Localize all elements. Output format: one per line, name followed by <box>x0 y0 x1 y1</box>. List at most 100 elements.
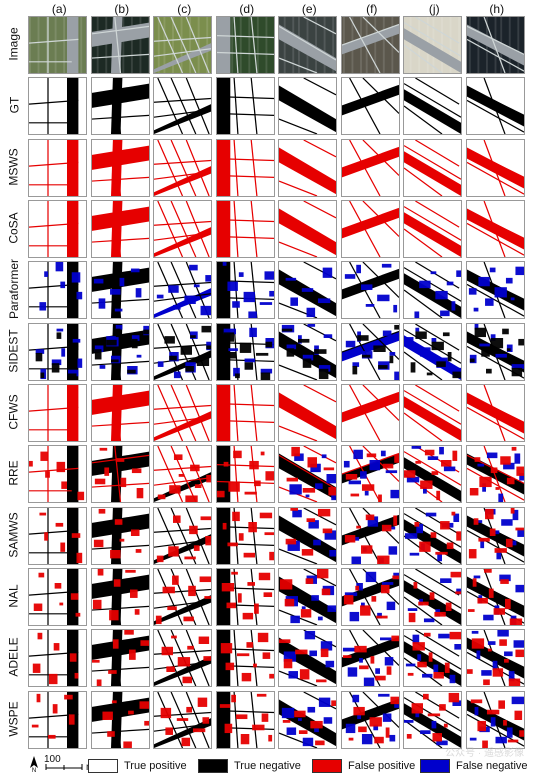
result-tile <box>28 77 87 136</box>
tile-graphic <box>279 568 336 625</box>
row-label: Paraformer <box>7 259 21 320</box>
tile-graphic <box>216 384 274 441</box>
tile-graphic <box>216 262 274 319</box>
result-tile <box>340 199 400 258</box>
tile-graphic <box>29 691 86 748</box>
result-tile <box>28 383 87 442</box>
result-tile <box>278 16 337 74</box>
tile-graphic <box>341 507 399 564</box>
tile-graphic <box>341 446 399 503</box>
tile-graphic <box>91 17 149 73</box>
result-tile <box>90 199 150 258</box>
column-label: (d) <box>239 2 255 16</box>
tile-graphic <box>91 568 149 625</box>
result-tile <box>278 445 337 504</box>
tile-graphic <box>91 630 149 687</box>
result-tile <box>153 629 212 688</box>
results-grid <box>28 16 528 752</box>
result-tile <box>215 506 275 565</box>
result-tile <box>90 383 150 442</box>
row-label: CoSA <box>7 212 22 244</box>
result-tile <box>90 138 150 197</box>
tile-graphic <box>154 568 211 625</box>
tile-graphic <box>466 78 524 135</box>
legend-swatch <box>420 759 450 773</box>
tile-graphic <box>29 262 86 319</box>
row-label: SAMWS <box>7 511 21 558</box>
tile-graphic <box>216 507 274 564</box>
tile-graphic <box>216 139 274 196</box>
tile-graphic <box>466 139 524 196</box>
result-tile <box>403 322 462 381</box>
tile-graphic <box>91 384 149 441</box>
legend-swatch <box>312 759 342 773</box>
tile-graphic <box>341 323 399 380</box>
tile-graphic <box>341 17 399 73</box>
tile-graphic <box>29 200 86 257</box>
result-tile <box>403 506 462 565</box>
tile-graphic <box>154 323 211 380</box>
tile-graphic <box>91 200 149 257</box>
column-label: (e) <box>301 2 317 16</box>
watermark: 公众号 · 遥感影像 <box>445 748 524 759</box>
row-label: Image <box>7 27 22 61</box>
north-arrow-icon: N <box>30 756 38 772</box>
result-tile <box>28 16 87 74</box>
tile-graphic <box>279 630 336 687</box>
result-tile <box>215 690 275 749</box>
tile-graphic <box>466 630 524 687</box>
result-tile <box>215 199 275 258</box>
row-label: RRE <box>7 460 21 486</box>
result-tile <box>90 567 150 626</box>
row-label: MSWS <box>7 147 21 186</box>
result-tile <box>153 445 212 504</box>
svg-text:N: N <box>32 768 36 772</box>
result-tile <box>340 322 400 381</box>
tile-graphic <box>279 200 336 257</box>
legend-swatch <box>88 759 118 773</box>
tile-graphic <box>216 17 274 73</box>
result-tile <box>215 16 275 74</box>
result-tile <box>465 506 525 565</box>
tile-graphic <box>404 446 461 503</box>
tile-graphic <box>341 630 399 687</box>
column-label: (f) <box>366 2 378 16</box>
tile-graphic <box>91 323 149 380</box>
result-tile <box>28 322 87 381</box>
tile-graphic <box>404 507 461 564</box>
legend-false-negative: False negative <box>420 758 528 774</box>
result-tile <box>278 138 337 197</box>
result-tile <box>340 16 400 74</box>
tile-graphic <box>91 139 149 196</box>
result-tile <box>340 138 400 197</box>
result-tile <box>90 77 150 136</box>
tile-graphic <box>466 200 524 257</box>
tile-graphic <box>279 78 336 135</box>
result-tile <box>403 77 462 136</box>
result-tile <box>90 322 150 381</box>
legend-false-positive: False positive <box>312 758 415 774</box>
result-tile <box>90 506 150 565</box>
result-tile <box>278 629 337 688</box>
tile-graphic <box>341 139 399 196</box>
result-tile <box>153 261 212 320</box>
tile-graphic <box>91 78 149 135</box>
tile-graphic <box>91 262 149 319</box>
result-tile <box>278 383 337 442</box>
tile-graphic <box>154 630 211 687</box>
result-tile <box>403 383 462 442</box>
column-label: (h) <box>489 2 505 16</box>
row-labels: Image GT MSWS CoSA Paraformer SIDEST CFWS RRE SA… <box>0 16 28 752</box>
column-label: (b) <box>114 2 130 16</box>
result-tile <box>90 629 150 688</box>
tile-graphic <box>341 78 399 135</box>
result-tile <box>340 629 400 688</box>
result-tile <box>153 77 212 136</box>
result-tile <box>90 261 150 320</box>
tile-graphic <box>404 200 461 257</box>
result-tile <box>278 567 337 626</box>
result-tile <box>465 322 525 381</box>
result-tile <box>278 261 337 320</box>
tile-graphic <box>404 17 461 73</box>
